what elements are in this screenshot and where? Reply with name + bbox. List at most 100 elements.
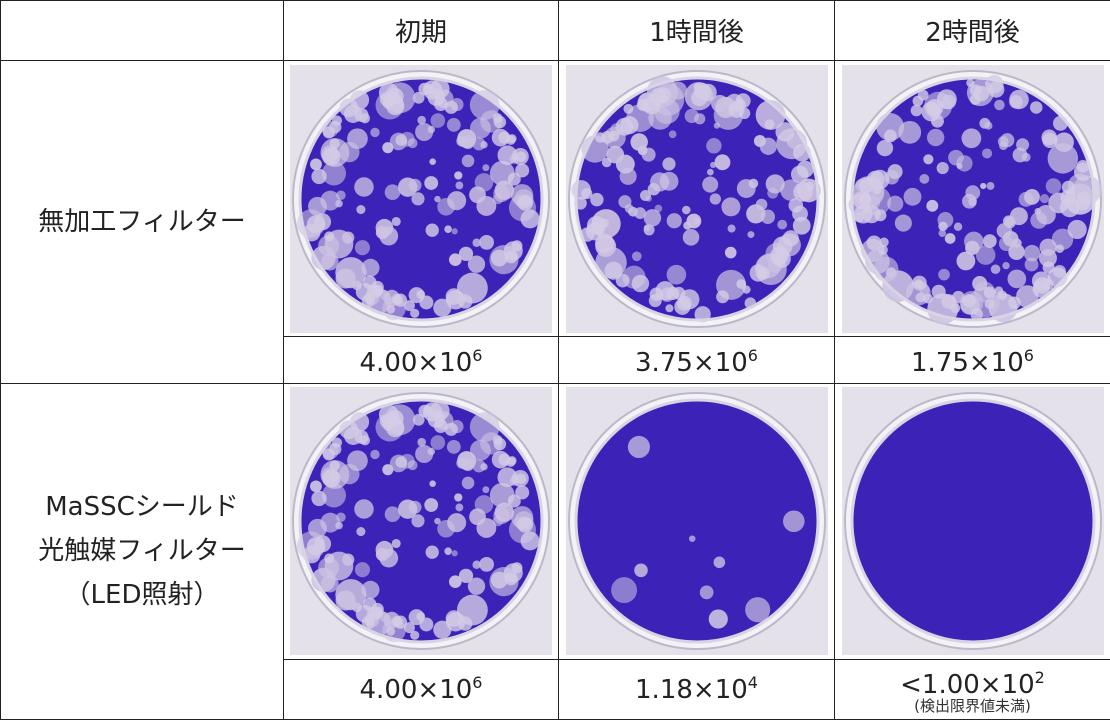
value-text: 1.75×10 <box>911 348 1024 378</box>
colony <box>631 251 641 261</box>
colony <box>335 200 343 208</box>
edge-growth <box>988 81 1004 97</box>
dish-cell <box>559 383 835 659</box>
edge-growth <box>424 406 434 416</box>
colony <box>429 480 436 487</box>
row-label: 無加工フィルター <box>1 61 284 383</box>
colony <box>1002 215 1014 227</box>
colony <box>961 128 981 148</box>
colony <box>753 135 765 147</box>
header-cell: 初期 <box>284 1 559 61</box>
edge-growth <box>782 230 798 246</box>
colony <box>721 197 740 216</box>
petri-dish-photo <box>290 65 552 333</box>
edge-growth <box>324 553 334 563</box>
edge-growth <box>994 286 1003 295</box>
value-cell: 3.75×106 <box>559 337 835 383</box>
edge-growth <box>410 309 419 318</box>
colony <box>982 148 992 158</box>
colony <box>1039 238 1056 255</box>
colony <box>903 188 921 206</box>
edge-growth <box>504 241 523 260</box>
petri-dish-photo <box>842 65 1104 333</box>
colony <box>688 536 695 543</box>
colony <box>714 154 730 170</box>
edge-growth <box>910 105 922 117</box>
colony <box>708 610 727 629</box>
edge-growth <box>506 457 516 467</box>
edge-growth <box>770 246 788 264</box>
colony <box>634 564 648 578</box>
colony <box>444 225 452 233</box>
edge-growth <box>1075 196 1089 210</box>
colony <box>709 193 720 204</box>
edge-growth <box>1008 296 1021 309</box>
colony <box>482 164 489 171</box>
value-text: 3.75×10 <box>635 348 748 378</box>
colony <box>354 499 373 518</box>
value-note: (検出限界値未満) <box>835 698 1110 714</box>
colony <box>308 519 327 538</box>
colony <box>702 176 718 192</box>
colony <box>627 436 649 458</box>
edge-growth <box>323 147 341 165</box>
edge-growth <box>1067 220 1086 239</box>
value-text: <1.00×10 <box>900 670 1035 700</box>
edge-growth <box>324 231 334 241</box>
edge-growth <box>962 294 975 307</box>
edge-growth <box>679 289 699 309</box>
colony <box>1045 178 1061 194</box>
colony <box>455 181 463 189</box>
edge-growth <box>571 180 591 200</box>
colony <box>682 206 691 215</box>
edge-growth <box>1055 244 1064 253</box>
colony <box>379 227 398 246</box>
edge-growth <box>749 264 766 281</box>
colony <box>447 440 461 454</box>
colony <box>736 179 755 198</box>
colony <box>472 137 485 150</box>
results-table: 初期 1時間後 2時間後 無加工フィルター 4.00×106 3.75×106 … <box>0 0 1110 720</box>
value-cell: 4.00×106 <box>284 659 559 719</box>
colony <box>392 539 401 548</box>
edge-growth <box>311 169 326 184</box>
edge-growth <box>394 293 407 306</box>
colony <box>356 205 365 214</box>
value-exponent: 6 <box>1024 346 1034 365</box>
colony <box>645 195 651 201</box>
edge-growth <box>323 470 341 488</box>
dish-agar <box>577 401 817 641</box>
colony <box>455 504 463 512</box>
colony <box>468 578 485 595</box>
petri-dish-photo <box>566 65 828 333</box>
edge-growth <box>1031 271 1050 290</box>
colony <box>683 221 691 229</box>
colony <box>479 235 494 250</box>
colony <box>615 155 634 174</box>
colony <box>699 586 713 600</box>
edge-growth <box>623 104 633 114</box>
colony <box>727 224 735 232</box>
value-exponent: 2 <box>1035 668 1045 687</box>
colony <box>447 191 466 210</box>
colony <box>643 224 654 235</box>
colony <box>682 229 699 246</box>
value-exponent: 6 <box>748 346 758 365</box>
edge-growth <box>655 281 674 300</box>
colony <box>984 122 992 130</box>
edge-growth <box>608 131 619 142</box>
colony <box>926 129 943 146</box>
colony <box>1021 153 1030 162</box>
edge-growth <box>521 532 540 551</box>
colony <box>426 223 439 236</box>
edge-growth <box>517 517 533 533</box>
colony <box>385 506 401 522</box>
colony <box>452 228 458 234</box>
colony <box>424 498 438 512</box>
colony <box>447 118 461 132</box>
edge-growth <box>601 158 611 168</box>
label-line: MaSSCシールド <box>1 485 283 529</box>
edge-growth <box>983 286 995 298</box>
colony <box>926 200 938 212</box>
edge-growth <box>984 299 994 309</box>
